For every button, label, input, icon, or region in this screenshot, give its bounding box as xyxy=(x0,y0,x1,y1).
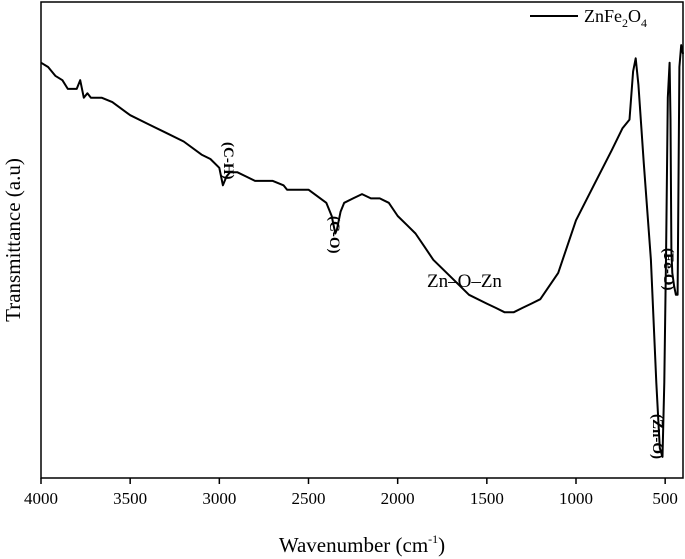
y-axis-title: Transmittance (a.u) xyxy=(1,158,25,322)
plot-frame xyxy=(40,1,684,479)
x-tick-label: 1000 xyxy=(559,489,593,508)
x-tick-label: 1500 xyxy=(470,489,504,508)
x-tick-label: 4000 xyxy=(24,489,58,508)
legend-label: ZnFe2O4 xyxy=(584,6,647,30)
x-tick-label: 2000 xyxy=(381,489,415,508)
x-tick-labels: 4000 3500 3000 2500 2000 1500 1000 500 xyxy=(24,489,678,508)
x-axis-title: Wavenumber (cm-1) xyxy=(279,532,445,557)
annotation-fe-o: (Fe-O) xyxy=(660,248,676,290)
x-tick-label: 3000 xyxy=(202,489,236,508)
peak-annotations: (C-H) (C-O) Zn–O–Zn (Fe-O) (Zn-O) xyxy=(220,142,676,459)
annotation-zn-o: (Zn-O) xyxy=(649,414,665,459)
annotation-c-o: (C-O) xyxy=(326,216,342,254)
x-tick-label: 3500 xyxy=(113,489,147,508)
legend: ZnFe2O4 xyxy=(530,6,647,30)
annotation-zn-o-zn: Zn–O–Zn xyxy=(427,271,502,292)
x-tick-label: 500 xyxy=(652,489,678,508)
x-tick-label: 2500 xyxy=(292,489,326,508)
annotation-c-h: (C-H) xyxy=(220,142,236,180)
x-ticks xyxy=(40,478,666,484)
series-line-znfe2o4 xyxy=(40,44,684,458)
